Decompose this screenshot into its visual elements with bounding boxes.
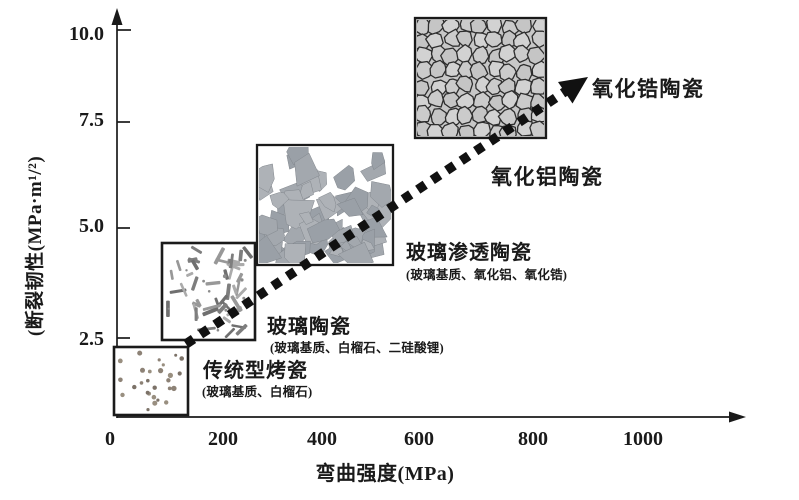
y-tick-2-5: 2.5 (79, 328, 104, 350)
label-zirconia-ceramic: 氧化锆陶瓷 (592, 77, 705, 101)
x-tick-600: 600 (404, 428, 434, 450)
x-tick-1000: 1000 (623, 428, 663, 450)
x-tick-800: 800 (518, 428, 548, 450)
x-axis-arrow-icon (729, 411, 746, 423)
trend-arrowhead-icon (558, 77, 588, 104)
material-box-oxide-ceramic (413, 16, 548, 140)
y-tick-10: 10.0 (69, 23, 104, 45)
x-tick-0: 0 (105, 428, 115, 450)
material-box-traditional-porcelain (112, 345, 190, 417)
x-tick-200: 200 (208, 428, 238, 450)
material-box-glass-ceramic (160, 241, 257, 342)
label-alumina-ceramic: 氧化铝陶瓷 (491, 165, 604, 189)
label-glass-infiltrated-ceramic-composition: (玻璃基质、氧化铝、氧化锆) (406, 268, 568, 282)
label-traditional-porcelain: 传统型烤瓷 (203, 360, 308, 382)
y-axis-title: (断裂韧性(MPa·m¹/²) (25, 155, 47, 337)
trend-arrow (183, 77, 588, 348)
x-axis-title: 弯曲强度(MPa) (315, 463, 455, 485)
y-tick-5: 5.0 (79, 215, 104, 237)
x-tick-400: 400 (307, 428, 337, 450)
label-glass-infiltrated-ceramic: 玻璃渗透陶瓷 (406, 242, 532, 264)
x-axis (117, 411, 746, 423)
y-axis-arrow-icon (111, 8, 123, 25)
y-tick-7-5: 7.5 (79, 109, 104, 131)
label-traditional-porcelain-composition: (玻璃基质、白榴石) (202, 385, 313, 399)
label-glass-ceramic: 玻璃陶瓷 (267, 316, 351, 338)
label-glass-ceramic-composition: (玻璃基质、白榴石、二硅酸锂) (270, 341, 444, 355)
material-box-glass-infiltrated (255, 143, 395, 267)
